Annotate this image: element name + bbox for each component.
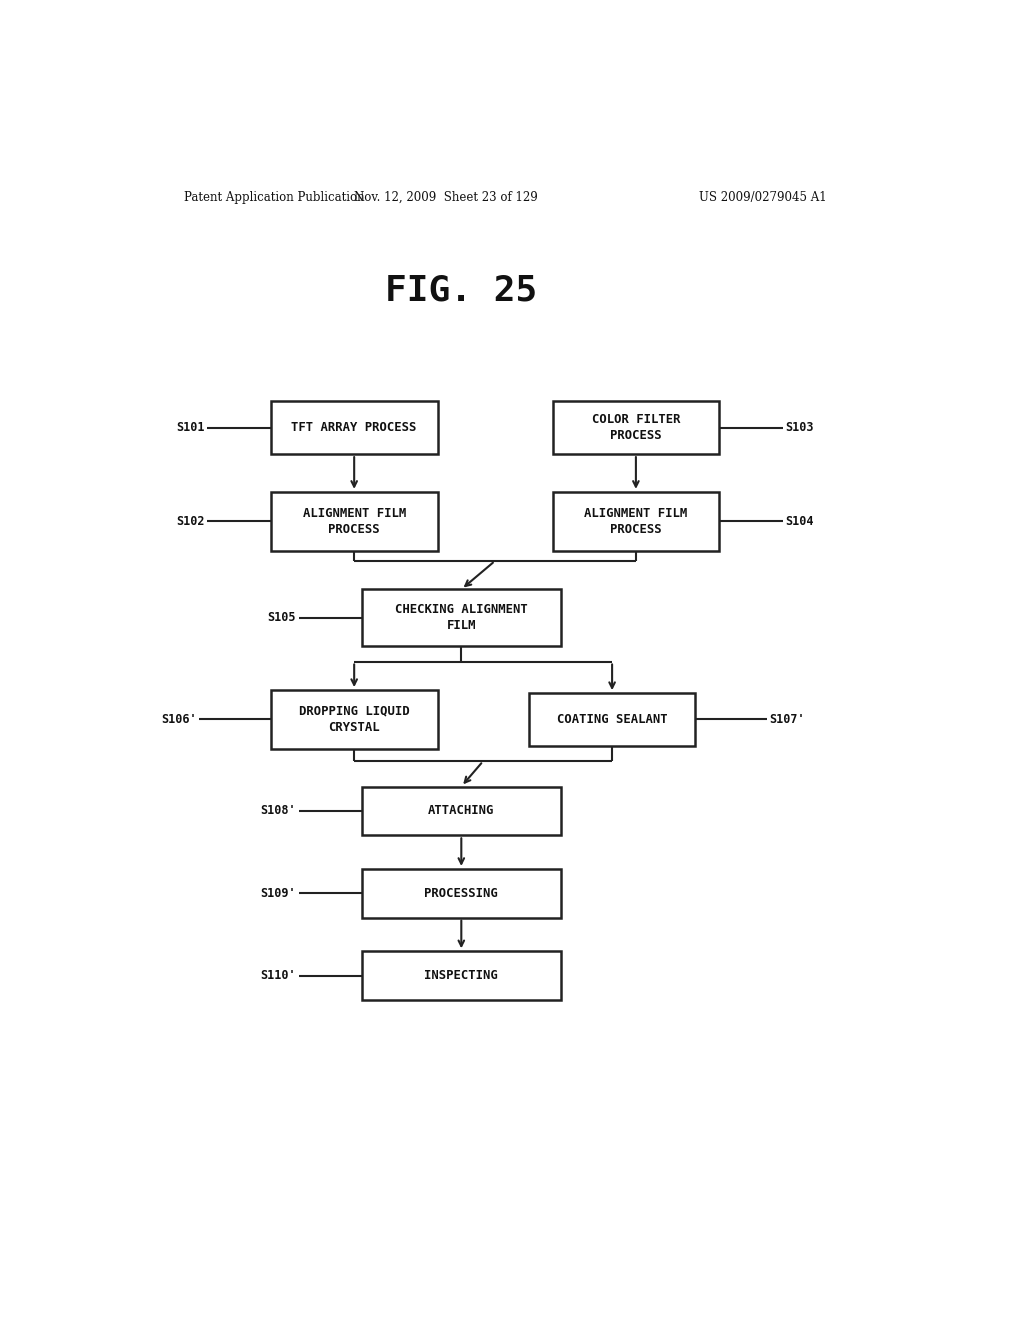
Text: FIG. 25: FIG. 25 xyxy=(385,273,538,308)
Bar xyxy=(553,401,719,454)
Text: ALIGNMENT FILM
PROCESS: ALIGNMENT FILM PROCESS xyxy=(302,507,406,536)
Text: INSPECTING: INSPECTING xyxy=(424,969,499,982)
Text: S105: S105 xyxy=(267,611,296,624)
Text: S107': S107' xyxy=(769,713,805,726)
Text: PROCESSING: PROCESSING xyxy=(424,887,499,900)
Text: DROPPING LIQUID
CRYSTAL: DROPPING LIQUID CRYSTAL xyxy=(299,705,410,734)
Bar xyxy=(362,952,560,1001)
Text: CHECKING ALIGNMENT
FILM: CHECKING ALIGNMENT FILM xyxy=(395,603,527,632)
Bar xyxy=(362,589,560,647)
Bar xyxy=(362,869,560,917)
Text: Patent Application Publication: Patent Application Publication xyxy=(183,190,365,203)
Bar xyxy=(270,401,437,454)
Text: US 2009/0279045 A1: US 2009/0279045 A1 xyxy=(699,190,826,203)
Text: S106': S106' xyxy=(162,713,197,726)
Bar xyxy=(270,690,437,748)
Text: S109': S109' xyxy=(261,887,296,900)
Text: ALIGNMENT FILM
PROCESS: ALIGNMENT FILM PROCESS xyxy=(585,507,687,536)
Text: COLOR FILTER
PROCESS: COLOR FILTER PROCESS xyxy=(592,413,680,442)
Text: COATING SEALANT: COATING SEALANT xyxy=(557,713,668,726)
Bar xyxy=(362,787,560,836)
Text: ATTACHING: ATTACHING xyxy=(428,804,495,817)
Bar xyxy=(270,492,437,550)
Text: S101: S101 xyxy=(176,421,205,434)
Text: S102: S102 xyxy=(176,515,205,528)
Text: S103: S103 xyxy=(785,421,814,434)
Text: Nov. 12, 2009  Sheet 23 of 129: Nov. 12, 2009 Sheet 23 of 129 xyxy=(353,190,538,203)
Bar xyxy=(528,693,695,746)
Bar xyxy=(553,492,719,550)
Text: S110': S110' xyxy=(261,969,296,982)
Text: S108': S108' xyxy=(261,804,296,817)
Text: TFT ARRAY PROCESS: TFT ARRAY PROCESS xyxy=(292,421,417,434)
Text: S104: S104 xyxy=(785,515,814,528)
